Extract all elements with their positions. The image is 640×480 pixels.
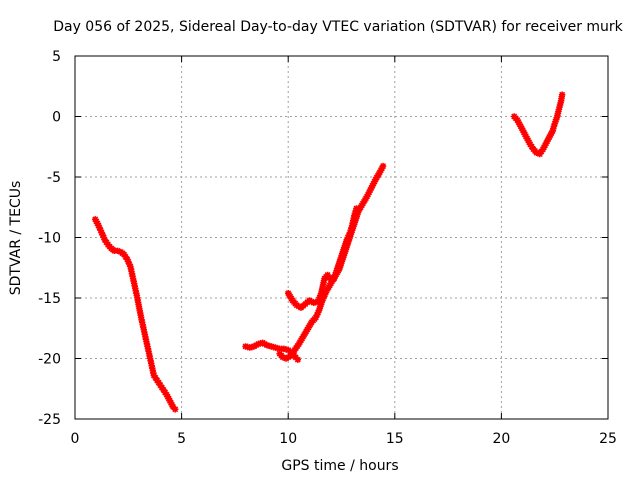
data-point [344, 234, 352, 241]
series-1 [92, 216, 179, 413]
data-point [313, 311, 321, 319]
data-point [99, 231, 106, 239]
data-point [172, 406, 179, 413]
axis-ticks [74, 55, 609, 420]
series-4 [285, 205, 360, 311]
y-axis-label: SDTVAR / TECUs [8, 181, 24, 296]
x-tick-label: 0 [71, 431, 80, 447]
y-tick-label: -15 [38, 291, 61, 307]
y-tick-label: -5 [47, 170, 61, 186]
data-point [379, 162, 387, 170]
x-tick-label: 10 [279, 431, 297, 447]
y-tick-labels: -25 -20 -15 -10 -5 0 5 [38, 49, 61, 428]
data-point [279, 354, 287, 361]
data-point [97, 227, 104, 234]
data-point [124, 256, 131, 263]
y-tick-label: -10 [38, 231, 61, 247]
data-point [126, 260, 133, 268]
x-tick-labels: 0 5 10 15 20 25 [71, 431, 617, 447]
data-point [96, 224, 103, 232]
grid-layer [75, 56, 608, 419]
y-tick-label: -20 [38, 352, 61, 368]
data-point [98, 229, 105, 236]
data-point [558, 91, 566, 98]
data-point [312, 314, 320, 321]
data-point [533, 149, 540, 156]
x-tick-label: 15 [386, 431, 404, 447]
x-axis-label: GPS time / hours [281, 458, 398, 474]
data-point [345, 231, 353, 239]
data-point [125, 258, 132, 265]
data-point [343, 236, 351, 244]
data-point [327, 276, 335, 284]
chart-title: Day 056 of 2025, Sidereal Day-to-day VTE… [53, 19, 623, 35]
data-point [100, 234, 107, 241]
series-5 [510, 91, 566, 158]
x-tick-label: 5 [177, 431, 186, 447]
data-point [353, 205, 360, 212]
data-point [294, 356, 301, 363]
data-point [315, 296, 323, 303]
data-point [114, 247, 121, 255]
y-tick-label: 5 [52, 49, 61, 65]
data-point [314, 309, 322, 316]
y-tick-label: 0 [52, 110, 61, 126]
x-tick-label: 25 [599, 431, 617, 447]
data-layer [92, 91, 566, 413]
y-tick-label: -25 [38, 412, 61, 428]
series-3 [276, 162, 387, 362]
x-tick-label: 20 [492, 431, 510, 447]
data-point [95, 222, 102, 229]
